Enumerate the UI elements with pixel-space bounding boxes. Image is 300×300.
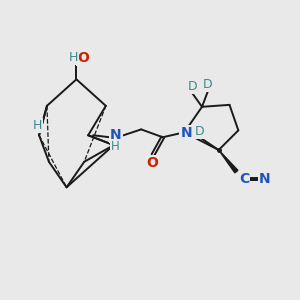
Text: N: N — [259, 172, 271, 186]
Text: C: C — [239, 172, 249, 186]
Text: H: H — [111, 140, 120, 153]
Text: O: O — [146, 156, 158, 170]
Polygon shape — [219, 150, 238, 173]
Text: N: N — [110, 128, 122, 142]
Text: D: D — [188, 80, 197, 93]
Text: O: O — [77, 51, 89, 65]
Text: H: H — [69, 51, 78, 64]
Text: H: H — [32, 119, 42, 132]
Text: D: D — [194, 125, 204, 138]
Text: N: N — [181, 126, 192, 140]
Text: D: D — [203, 78, 213, 91]
